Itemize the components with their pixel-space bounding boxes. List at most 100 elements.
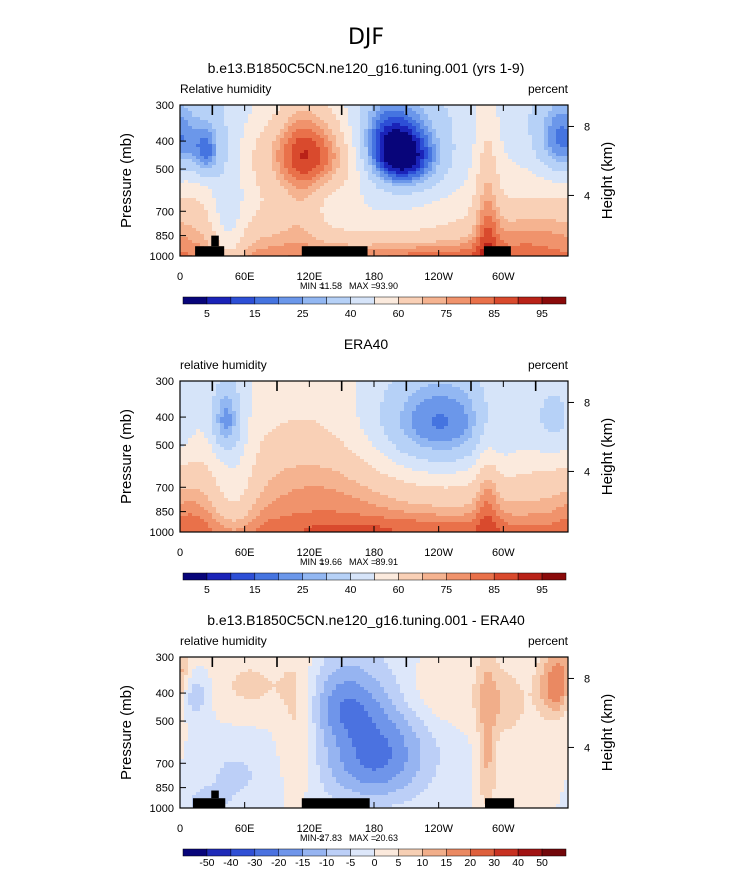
field-cell (208, 120, 213, 124)
field-cell (420, 231, 425, 235)
field-cell (528, 144, 533, 148)
field-cell (352, 150, 357, 154)
field-cell (456, 183, 461, 187)
field-cell (276, 162, 281, 166)
field-cell (248, 156, 253, 160)
field-cell (460, 135, 465, 139)
field-cell (272, 183, 277, 187)
field-cell (284, 159, 289, 163)
field-cell (456, 222, 461, 226)
field-cell (360, 147, 365, 151)
field-cell (376, 129, 381, 133)
field-cell (360, 192, 365, 196)
field-cell (476, 174, 481, 178)
field-cell (456, 243, 461, 247)
field-cell (348, 225, 353, 229)
field-cell (512, 171, 517, 175)
field-cell (380, 114, 385, 118)
field-cell (264, 171, 269, 175)
field-cell (232, 204, 237, 208)
field-cell (300, 126, 305, 130)
field-cell (200, 123, 205, 127)
field-cell (204, 183, 209, 187)
field-cell (380, 201, 385, 205)
field-cell (336, 219, 341, 223)
field-cell (180, 162, 185, 166)
field-cell (464, 129, 469, 133)
field-cell (540, 108, 545, 112)
field-cell (548, 219, 553, 223)
field-cell (232, 210, 237, 214)
field-cell (536, 138, 541, 142)
field-cell (356, 165, 361, 169)
field-cell (412, 219, 417, 223)
field-cell (424, 153, 429, 157)
field-cell (464, 222, 469, 226)
field-cell (412, 237, 417, 241)
field-cell (492, 216, 497, 220)
field-cell (480, 141, 485, 145)
field-cell (368, 144, 373, 148)
field-cell (472, 129, 477, 133)
field-cell (528, 126, 533, 130)
field-cell (500, 213, 505, 217)
field-cell (200, 240, 205, 244)
field-cell (436, 147, 441, 151)
field-cell (440, 204, 445, 208)
field-cell (352, 114, 357, 118)
field-cell (292, 240, 297, 244)
field-cell (416, 201, 421, 205)
field-cell (504, 180, 509, 184)
field-cell (204, 207, 209, 211)
field-cell (288, 129, 293, 133)
panel-title: b.e13.B1850C5CN.ne120_g16.tuning.001 (yr… (208, 60, 525, 76)
field-cell (484, 186, 489, 190)
field-cell (448, 108, 453, 112)
field-cell (424, 252, 429, 256)
field-cell (308, 105, 313, 109)
field-cell (460, 123, 465, 127)
field-cell (272, 204, 277, 208)
field-cell (256, 117, 261, 121)
field-cell (324, 201, 329, 205)
field-cell (272, 207, 277, 211)
field-cell (252, 246, 257, 250)
field-cell (460, 168, 465, 172)
field-cell (228, 201, 233, 205)
field-cell (448, 147, 453, 151)
field-cell (520, 186, 525, 190)
field-cell (348, 237, 353, 241)
field-cell (512, 210, 517, 214)
field-cell (560, 159, 565, 163)
field-cell (536, 189, 541, 193)
field-cell (548, 240, 553, 244)
field-cell (420, 237, 425, 241)
field-cell (192, 165, 197, 169)
field-cell (532, 165, 537, 169)
field-cell (292, 174, 297, 178)
field-cell (452, 186, 457, 190)
field-cell (216, 135, 221, 139)
field-cell (380, 159, 385, 163)
field-cell (316, 156, 321, 160)
field-cell (544, 180, 549, 184)
field-cell (460, 126, 465, 130)
field-cell (504, 237, 509, 241)
field-cell (440, 162, 445, 166)
field-cell (292, 243, 297, 247)
field-cell (240, 126, 245, 130)
field-cell (456, 240, 461, 244)
field-cell (280, 225, 285, 229)
field-cell (416, 117, 421, 121)
field-cell (264, 156, 269, 160)
field-cell (288, 225, 293, 229)
field-cell (328, 174, 333, 178)
field-cell (272, 174, 277, 178)
field-cell (320, 183, 325, 187)
field-cell (476, 171, 481, 175)
field-cell (504, 153, 509, 157)
field-cell (500, 165, 505, 169)
field-cell (408, 219, 413, 223)
field-cell (492, 228, 497, 232)
field-cell (556, 117, 561, 121)
